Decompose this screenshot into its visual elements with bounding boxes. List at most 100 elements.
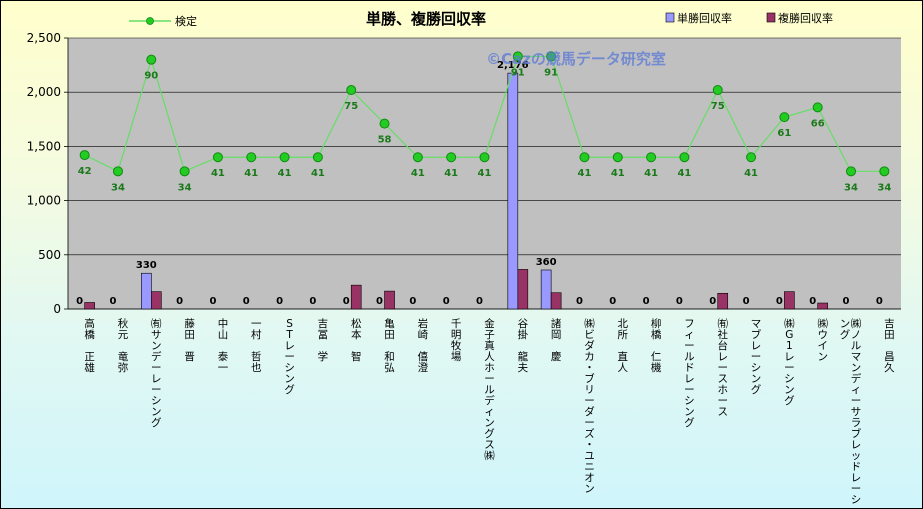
test-marker — [546, 51, 557, 62]
test-value-label: 34 — [844, 182, 858, 193]
test-marker — [679, 152, 690, 163]
category-label: 金子真人ホールディングス㈱ — [484, 317, 495, 462]
y-tick-label: 1,500 — [27, 139, 61, 153]
test-value-label: 34 — [111, 182, 125, 193]
test-value-label: 75 — [344, 101, 358, 112]
y-tick-label: 0 — [53, 302, 61, 316]
win-value-label: 0 — [809, 296, 816, 307]
category-label: ㈱ノルマンディーサラブレッドレーシング — [840, 318, 862, 506]
test-value-label: 41 — [744, 168, 758, 179]
category-label: 松本 智 — [351, 317, 362, 363]
test-value-label: 34 — [178, 182, 192, 193]
legend-line-marker — [146, 17, 154, 25]
legend-win-swatch — [665, 12, 675, 23]
category-label: ㈲サンデーレーシング — [151, 318, 162, 429]
legend-line-label: 検定 — [175, 14, 197, 28]
y-tick-label: 1,000 — [27, 194, 61, 208]
test-value-label: 66 — [811, 118, 825, 129]
category-label: ㈲社台レースホース — [717, 318, 728, 418]
win-value-label: 0 — [209, 296, 216, 307]
test-value-label: 90 — [144, 71, 158, 82]
category-label: 谷掛 龍夫 — [518, 318, 529, 374]
test-marker — [412, 152, 423, 163]
win-value-label: 0 — [76, 296, 83, 307]
win-value-label: 360 — [536, 257, 557, 268]
test-value-label: 61 — [777, 128, 791, 139]
category-label: 吉田 昌久 — [884, 318, 895, 374]
test-value-label: 41 — [444, 168, 458, 179]
test-value-label: 41 — [611, 168, 625, 179]
win-value-label: 0 — [343, 296, 350, 307]
test-marker — [846, 166, 857, 177]
place-bar — [151, 291, 162, 310]
chart-title: 単勝、複勝回収率 — [366, 10, 486, 28]
win-value-label: 0 — [376, 296, 383, 307]
test-marker — [479, 152, 490, 163]
win-value-label: 0 — [176, 296, 183, 307]
test-value-label: 34 — [877, 182, 891, 193]
test-marker — [79, 150, 90, 161]
test-marker — [312, 152, 323, 163]
win-value-label: 0 — [309, 296, 316, 307]
test-value-label: 41 — [211, 168, 225, 179]
category-label: 柳橋 仁機 — [651, 317, 662, 374]
place-bar — [84, 302, 95, 310]
test-marker — [612, 152, 623, 163]
test-marker — [879, 166, 890, 177]
test-marker — [779, 112, 790, 123]
place-bar — [517, 269, 529, 310]
category-label: 北所 直人 — [618, 318, 629, 374]
win-value-label: 0 — [576, 296, 583, 307]
test-marker — [579, 152, 590, 163]
y-axis-ticks: 0 500 1,000 1,500 2,000 2,500 — [27, 31, 901, 316]
category-label: 亀田 和弘 — [384, 317, 395, 374]
category-label: 一村 哲也 — [251, 318, 262, 374]
legend-win-label: 単勝回収率 — [677, 11, 732, 25]
category-label: 岩崎 僖澄 — [418, 317, 429, 374]
test-marker — [146, 54, 157, 65]
win-value-label: 0 — [643, 296, 650, 307]
test-value-label: 41 — [478, 168, 492, 179]
category-label: 藤田 晋 — [184, 318, 195, 363]
category-label: 高橋 正雄 — [84, 317, 95, 374]
category-label: マブレーシング — [751, 318, 762, 396]
legend-place-swatch — [766, 12, 776, 23]
win-value-label: 0 — [409, 296, 416, 307]
test-marker — [279, 152, 290, 163]
win-value-label: 0 — [743, 296, 750, 307]
test-value-label: 58 — [378, 135, 392, 146]
test-marker — [246, 152, 257, 163]
win-value-label: 0 — [443, 296, 450, 307]
plot-area — [68, 38, 901, 309]
test-value-label: 91 — [511, 67, 525, 78]
win-value-label: 0 — [109, 296, 116, 307]
bar-data-labels: 0 0 330 0 0 0 0 0 0 0 0 0 0 2,176 360 0 0 0 0 0 0 0 0 0 0 — [76, 60, 883, 307]
category-label: 吉冨 学 — [318, 318, 329, 363]
win-value-label: 0 — [709, 296, 716, 307]
test-marker — [646, 152, 657, 163]
y-tick-label: 2,500 — [27, 31, 61, 45]
line-series: 42 34 90 34 41 41 41 41 75 58 41 41 41 91 91 41 41 41 41 75… — [78, 51, 891, 193]
test-marker — [212, 152, 223, 163]
category-label: 諸岡 慶 — [551, 317, 562, 363]
test-value-label: 41 — [677, 168, 691, 179]
category-label: S T レーシング — [284, 318, 295, 396]
win-value-label: 0 — [876, 296, 883, 307]
place-bar — [784, 291, 795, 310]
test-marker — [746, 152, 757, 163]
place-bar — [350, 284, 362, 310]
win-bar — [507, 72, 519, 310]
y-tick-label: 2,000 — [27, 85, 61, 99]
category-label: ㈱ G 1 レーシング — [784, 318, 795, 407]
test-value-label: 42 — [78, 166, 92, 177]
y-tick-label: 500 — [38, 248, 61, 262]
win-value-label: 0 — [243, 296, 250, 307]
category-label: 秋元 竜弥 — [118, 317, 129, 374]
test-marker — [379, 118, 390, 129]
test-value-label: 41 — [577, 168, 591, 179]
legend-bar-entries: 単勝回収率 複勝回収率 — [665, 11, 833, 25]
category-label: フィールドレーシング — [684, 318, 695, 429]
test-marker — [812, 102, 823, 113]
